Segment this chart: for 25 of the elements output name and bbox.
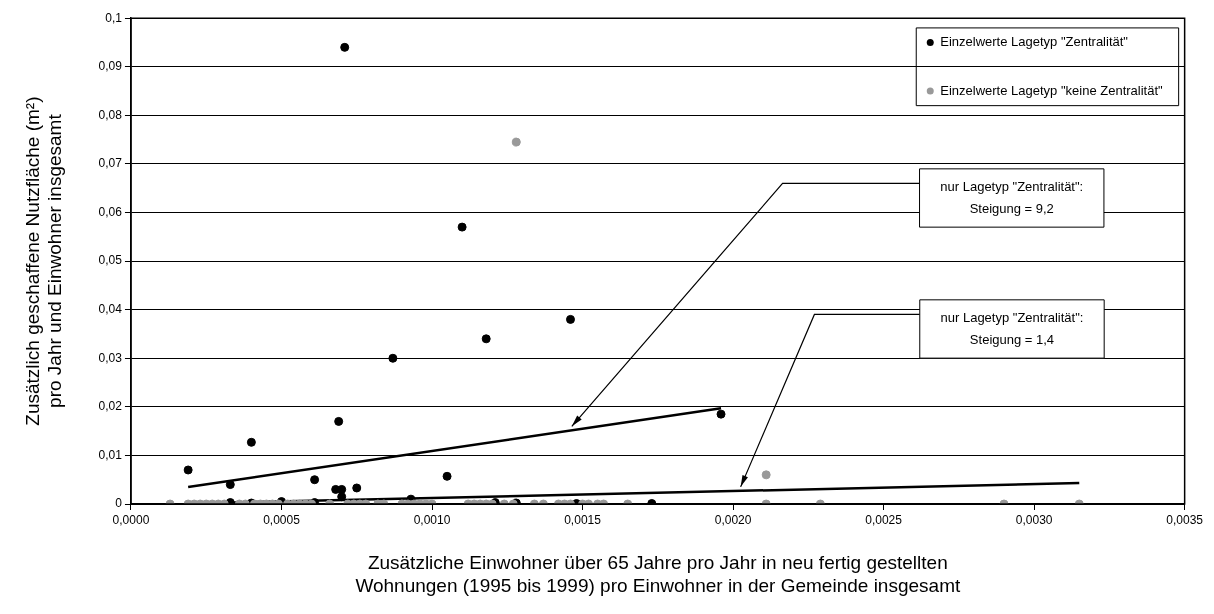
x-tick-label: 0,0010	[413, 512, 451, 527]
y-tick-label: 0,05	[98, 253, 123, 268]
y-tick-label: 0,06	[98, 204, 123, 219]
annotation: nur Lagetyp "Zentralität": Steigung = 1,4	[940, 309, 1084, 347]
y-tick-label: 0,04	[98, 301, 123, 316]
y-tick-label: 0,01	[98, 447, 123, 462]
y-tick-label: 0	[115, 496, 123, 511]
x-tick-label: 0,0030	[1015, 512, 1053, 527]
x-tick-label: 0,0025	[865, 512, 903, 527]
x-tick-label: 0,0015	[564, 512, 602, 527]
y-tick-label: 0,09	[98, 59, 123, 74]
y-tick-label: 0,07	[98, 156, 123, 171]
y-tick-label: 0,03	[98, 350, 123, 365]
y-axis-title: Zusätzlich geschaffene Nutzfläche (m²) pro Jahr und Einwohner insgesamt	[21, 96, 66, 426]
x-tick-label: 0,0020	[714, 512, 752, 527]
x-tick-label: 0,0005	[263, 512, 301, 527]
x-axis-title: Zusätzliche Einwohner über 65 Jahre pro Jahr in neu fertig gestellten Wohnungen (1995 bis 1999) pro Einwohner in der Gemeinde insgesamt	[355, 552, 961, 596]
y-tick-label: 0,02	[98, 399, 123, 414]
annotation: nur Lagetyp "Zentralität": Steigung = 9,2	[940, 178, 1084, 216]
legend-label: Einzelwerte Lagetyp "Zentralität"	[940, 34, 1129, 50]
x-tick-label: 0,0000	[112, 512, 150, 527]
x-tick-label: 0,0035	[1166, 512, 1204, 527]
y-tick-label: 0,08	[98, 107, 123, 122]
y-tick-label: 0,1	[105, 10, 123, 25]
legend-label: Einzelwerte Lagetyp "keine Zentralität"	[940, 82, 1164, 98]
